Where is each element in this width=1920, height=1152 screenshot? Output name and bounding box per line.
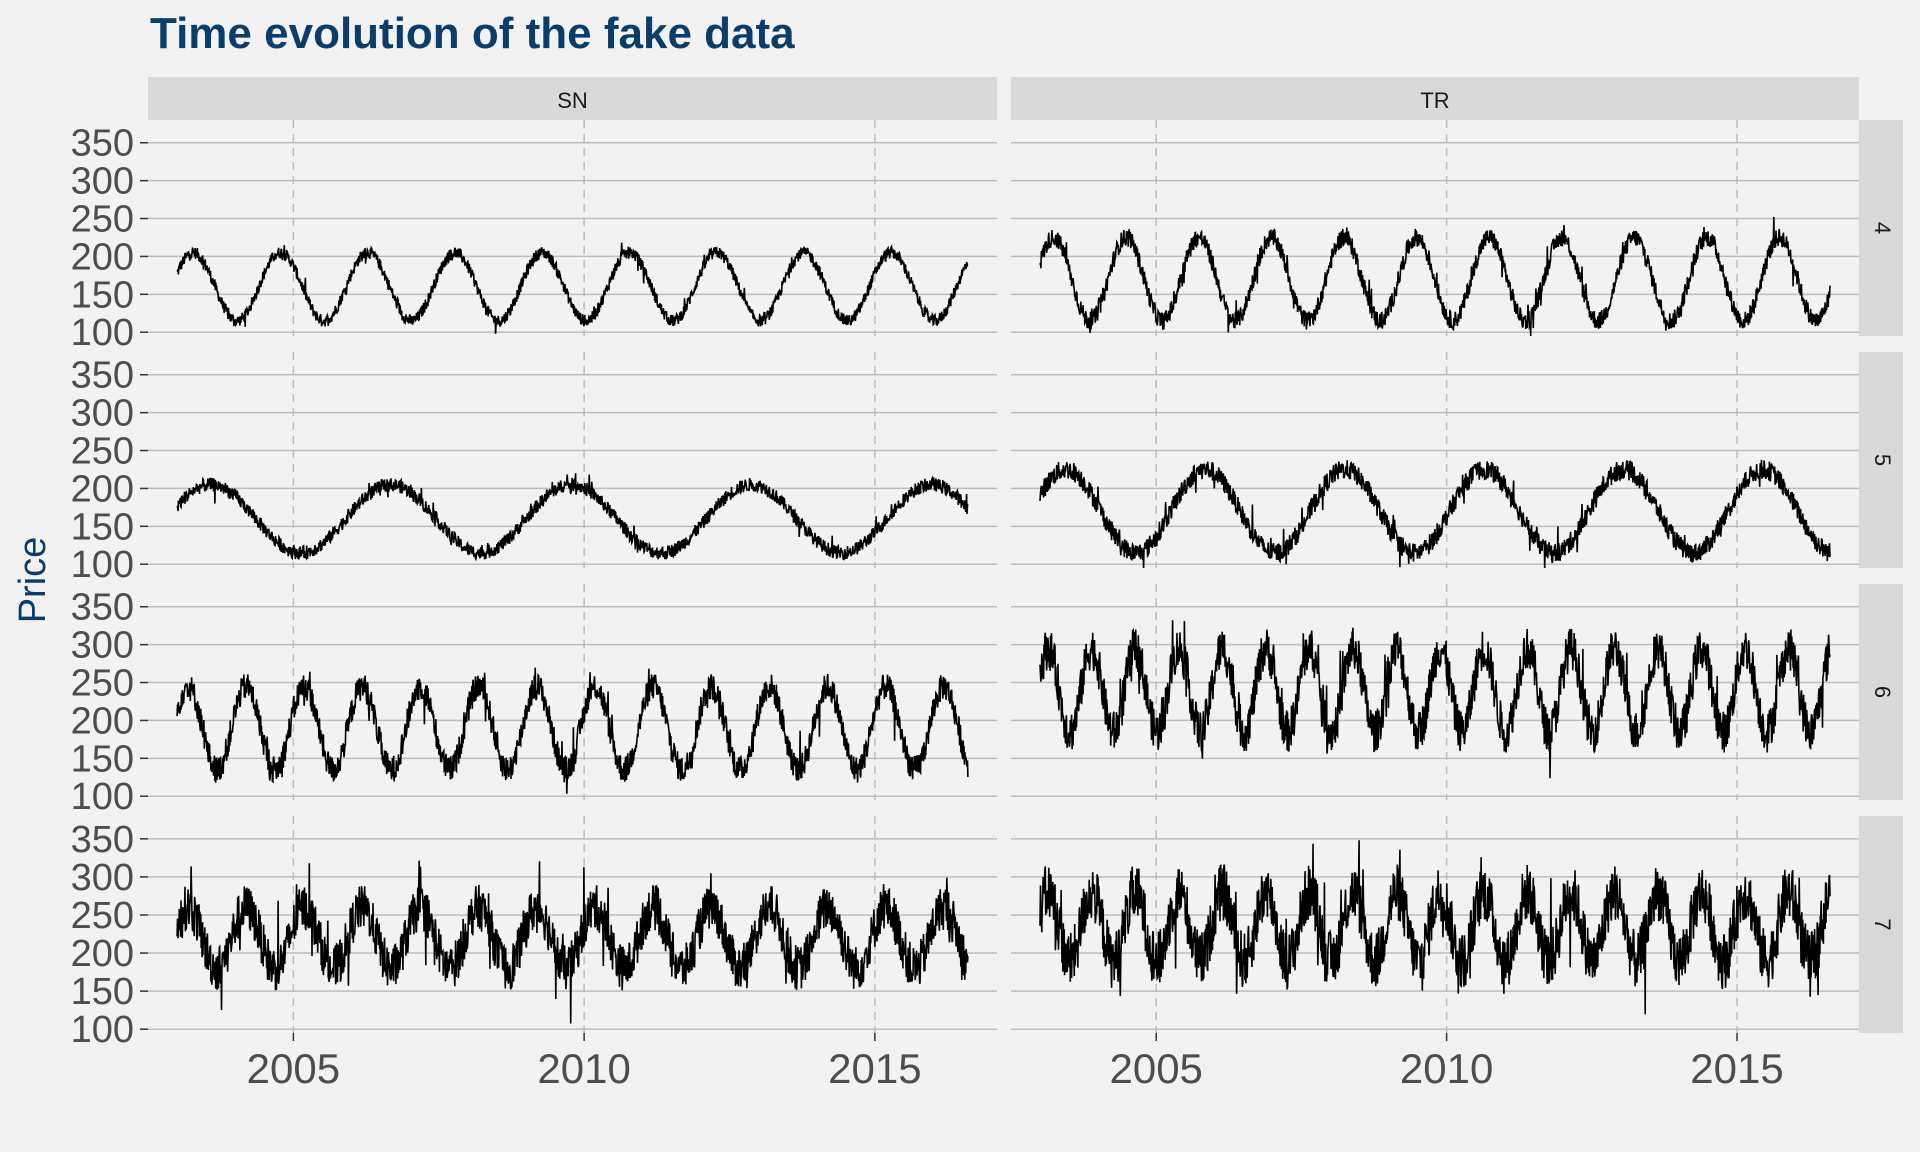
panel-sn-4: [148, 120, 997, 336]
series-line: [176, 860, 969, 1024]
panel-tr-5: [1011, 352, 1859, 569]
facet-strip-label: 4: [1870, 222, 1895, 234]
y-tick-label: 250: [71, 895, 134, 937]
facet-strip-label: 6: [1870, 686, 1895, 698]
y-tick-label: 250: [71, 663, 134, 705]
y-tick-label: 200: [71, 468, 134, 510]
y-tick-label: 100: [71, 312, 134, 354]
facet-strip-sn: [148, 77, 997, 120]
x-tick-label: 2015: [1690, 1045, 1783, 1092]
facet-strip-row-6: [1859, 584, 1903, 800]
series-line: [1039, 620, 1831, 779]
y-tick-label: 100: [71, 544, 134, 586]
panel-sn-6: [148, 584, 997, 800]
y-tick-label: 200: [71, 236, 134, 278]
y-tick-label: 250: [71, 199, 134, 241]
y-tick-label: 300: [71, 857, 134, 899]
facet-strip-label: 7: [1870, 918, 1895, 930]
facet-strip-row-7: [1859, 816, 1903, 1033]
series-line: [176, 667, 969, 794]
facet-strip-label: 5: [1870, 454, 1895, 466]
y-tick-label: 150: [71, 274, 134, 316]
x-tick-label: 2005: [1109, 1045, 1202, 1092]
series-line: [176, 473, 969, 562]
y-tick-label: 150: [71, 738, 134, 780]
panel-tr-6: [1011, 584, 1859, 800]
y-tick-label: 100: [71, 776, 134, 818]
facet-panels: SN TR456710015020025030035010015020025030…: [71, 77, 1903, 1092]
y-tick-label: 200: [71, 700, 134, 742]
y-tick-label: 350: [71, 123, 134, 165]
y-tick-label: 150: [71, 506, 134, 548]
x-tick-label: 2010: [537, 1045, 630, 1092]
panel-sn-5: [148, 352, 997, 568]
x-tick-label: 2015: [828, 1045, 921, 1092]
y-tick-label: 350: [71, 587, 134, 629]
y-tick-label: 200: [71, 933, 134, 975]
chart-title: Time evolution of the fake data: [150, 9, 795, 58]
series-line: [1039, 216, 1831, 337]
panel-tr-4: [1011, 120, 1859, 337]
facet-strip-tr: [1011, 77, 1859, 120]
facet-strip-label: SN: [557, 88, 588, 113]
y-tick-label: 300: [71, 393, 134, 435]
y-tick-label: 100: [71, 1009, 134, 1051]
series-line: [176, 242, 969, 334]
y-axis-label: Price: [12, 537, 54, 624]
panel-tr-7: [1011, 816, 1859, 1033]
panel-sn-7: [148, 816, 997, 1033]
y-tick-label: 250: [71, 431, 134, 473]
y-tick-label: 150: [71, 971, 134, 1013]
facet-strip-row-4: [1859, 120, 1903, 336]
y-tick-label: 300: [71, 625, 134, 667]
y-tick-label: 350: [71, 819, 134, 861]
facet-strip-row-5: [1859, 352, 1903, 568]
y-tick-label: 350: [71, 355, 134, 397]
facet-strip-label: TR: [1420, 88, 1449, 113]
series-line: [1039, 840, 1831, 1015]
x-tick-label: 2010: [1400, 1045, 1493, 1092]
y-tick-label: 300: [71, 161, 134, 203]
x-tick-label: 2005: [247, 1045, 340, 1092]
series-line: [1039, 459, 1831, 569]
